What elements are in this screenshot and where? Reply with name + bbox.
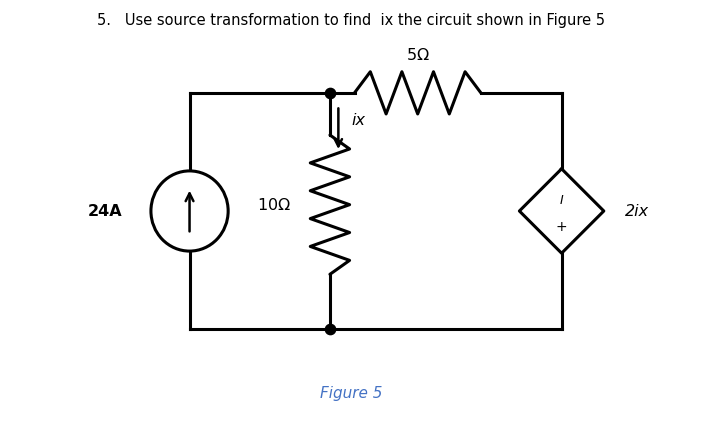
Text: Figure 5: Figure 5 (319, 386, 383, 401)
Text: +: + (556, 220, 567, 234)
Text: 10$\Omega$: 10$\Omega$ (258, 197, 291, 213)
Text: 24A: 24A (88, 203, 123, 219)
Point (324, 89, 336, 96)
Point (324, 326, 336, 333)
Text: 5.   Use source transformation to find  ix the circuit shown in Figure 5: 5. Use source transformation to find ix … (97, 13, 605, 28)
Polygon shape (519, 169, 604, 253)
Text: ix: ix (351, 113, 365, 128)
Text: 2ix: 2ix (625, 203, 649, 219)
Text: 5$\Omega$: 5$\Omega$ (406, 47, 430, 63)
Ellipse shape (153, 172, 226, 250)
Text: I: I (559, 194, 564, 207)
